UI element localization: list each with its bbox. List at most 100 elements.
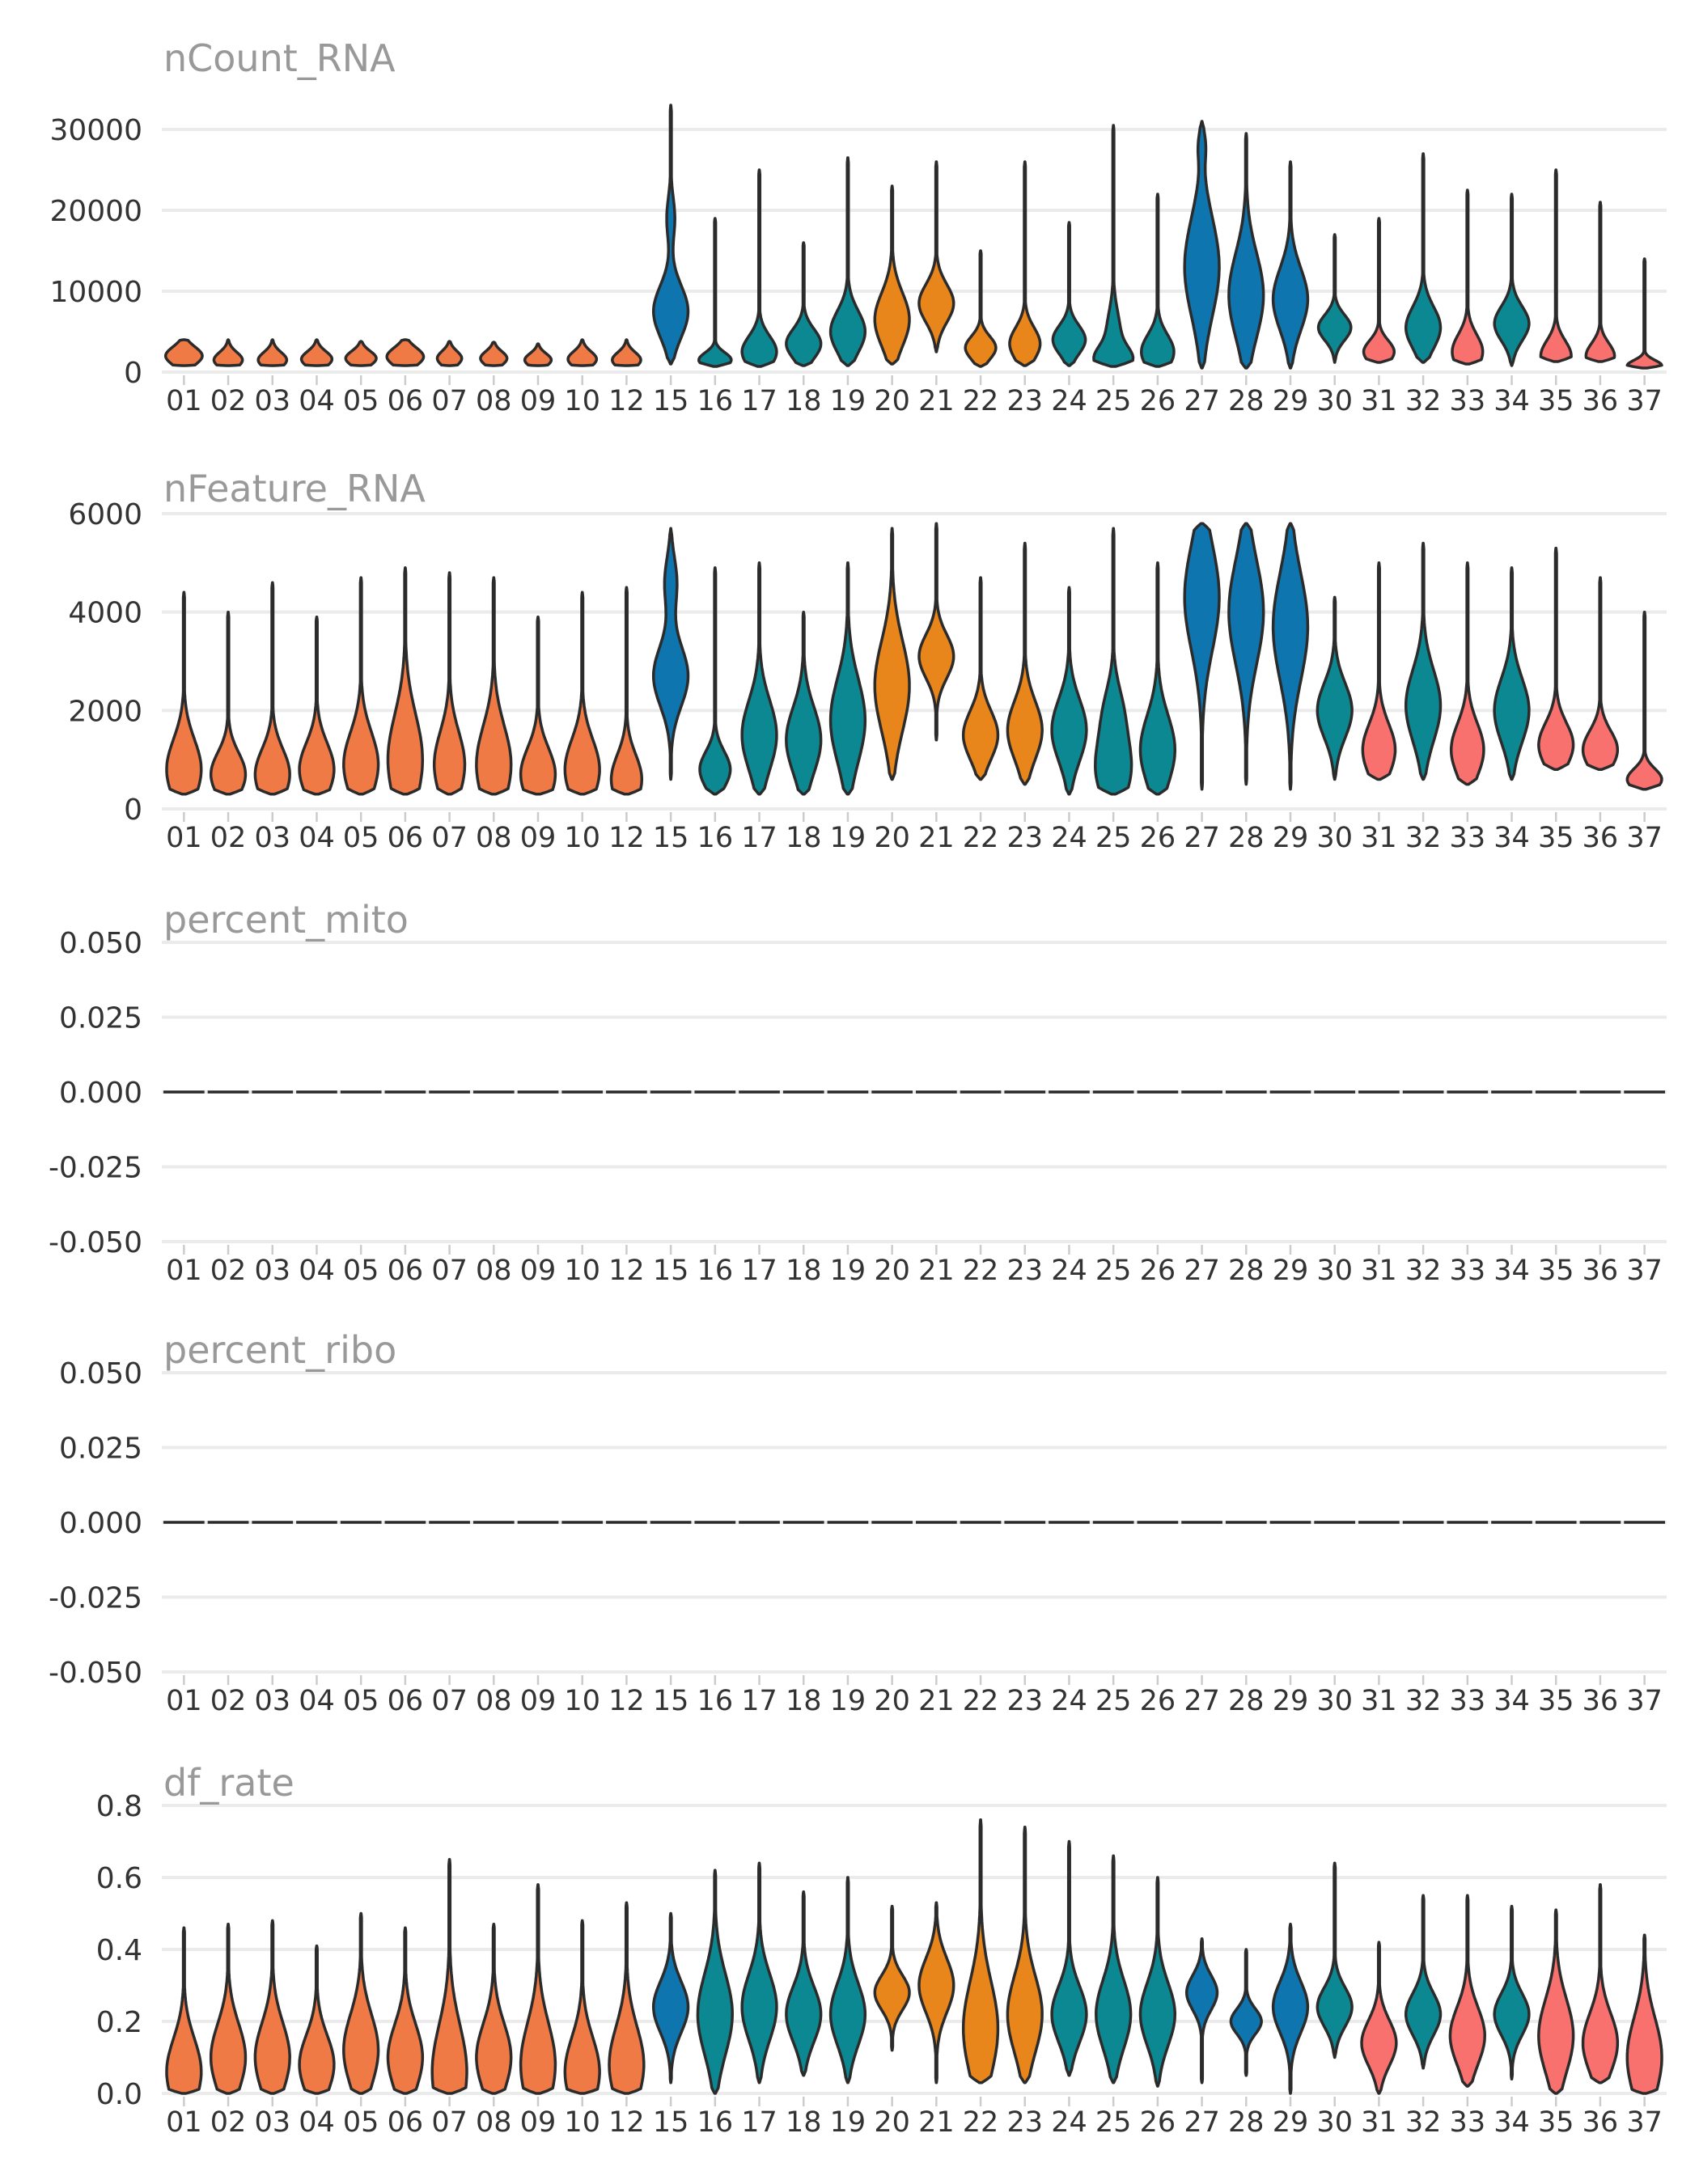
x-tick-label: 03 xyxy=(254,1255,290,1287)
violin-12 xyxy=(611,338,642,367)
x-tick-label: 29 xyxy=(1273,2106,1309,2139)
violin-23 xyxy=(1006,541,1044,786)
x-tick-label: 22 xyxy=(963,1255,999,1287)
x-tick-label: 05 xyxy=(343,2106,379,2139)
x-tick-label: 04 xyxy=(299,385,335,417)
x-tick-label: 28 xyxy=(1228,2106,1265,2139)
violin-24 xyxy=(1050,1839,1088,2077)
violin-27 xyxy=(1183,120,1221,370)
x-tick-label: 34 xyxy=(1494,1255,1530,1287)
y-tick-label: 0.0 xyxy=(96,2078,142,2111)
x-tick-label: 25 xyxy=(1095,2106,1132,2139)
x-tick-label: 22 xyxy=(963,2106,999,2139)
x-tick-label: 12 xyxy=(608,1685,645,1717)
x-tick-label: 32 xyxy=(1405,822,1442,854)
violin-06 xyxy=(385,338,426,367)
x-tick-label: 01 xyxy=(166,1685,202,1717)
x-tick-label: 36 xyxy=(1582,822,1619,854)
violin-16 xyxy=(698,566,732,796)
violin-06 xyxy=(386,566,425,796)
panel-title: percent_mito xyxy=(163,898,409,942)
x-tick-label: 12 xyxy=(608,822,645,854)
x-tick-label: 17 xyxy=(741,2106,777,2139)
violin-30 xyxy=(1316,595,1354,781)
x-tick-label: 10 xyxy=(564,1255,600,1287)
x-tick-label: 37 xyxy=(1626,1685,1663,1717)
x-tick-label: 05 xyxy=(343,1255,379,1287)
x-tick-label: 32 xyxy=(1405,1255,1442,1287)
violin-02 xyxy=(209,610,248,796)
panel-percent_ribo: -0.050 -0.025 0.000 0.025 0.050 percent_ribo 0… xyxy=(49,1328,1667,1717)
violin-29 xyxy=(1271,160,1310,370)
x-tick-label: 20 xyxy=(874,822,910,854)
x-tick-label: 07 xyxy=(431,1685,468,1717)
x-tick-label: 21 xyxy=(918,385,955,417)
violin-28 xyxy=(1227,132,1265,370)
panel-title: df_rate xyxy=(163,1761,294,1805)
violin-05 xyxy=(342,1911,380,2095)
x-tick-label: 30 xyxy=(1316,1685,1353,1717)
y-tick-label: 6000 xyxy=(68,498,142,531)
x-tick-label: 37 xyxy=(1626,385,1663,417)
violin-21 xyxy=(917,522,955,742)
x-tick-label: 31 xyxy=(1361,1255,1397,1287)
violin-16 xyxy=(696,1869,734,2095)
y-tick-label: 2000 xyxy=(68,695,142,728)
violin-16 xyxy=(697,217,733,368)
x-tick-label: 03 xyxy=(254,2106,290,2139)
violin-04 xyxy=(299,338,334,367)
x-tick-label: 31 xyxy=(1361,385,1397,417)
x-tick-label: 05 xyxy=(343,1685,379,1717)
x-tick-label: 37 xyxy=(1626,822,1663,854)
violin-15 xyxy=(651,1911,690,2085)
x-tick-label: 19 xyxy=(830,385,866,417)
x-tick-label: 27 xyxy=(1184,822,1220,854)
x-tick-label: 02 xyxy=(210,1685,247,1717)
x-tick-label: 31 xyxy=(1361,822,1397,854)
violin-07 xyxy=(430,1858,468,2095)
violin-12 xyxy=(608,1901,646,2095)
x-tick-label: 08 xyxy=(476,2106,512,2139)
x-tick-label: 20 xyxy=(874,2106,910,2139)
x-tick-label: 33 xyxy=(1450,822,1486,854)
violin-10 xyxy=(563,590,601,796)
x-tick-label: 23 xyxy=(1006,2106,1043,2139)
x-tick-label: 32 xyxy=(1405,385,1442,417)
y-tick-label: 0.025 xyxy=(59,1433,142,1466)
x-tick-label: 29 xyxy=(1273,1255,1309,1287)
x-tick-label: 23 xyxy=(1006,822,1043,854)
x-tick-label: 19 xyxy=(830,822,866,854)
y-tick-label: 0.4 xyxy=(96,1934,142,1967)
violin-31 xyxy=(1362,217,1396,364)
x-tick-label: 15 xyxy=(653,1255,689,1287)
x-tick-label: 30 xyxy=(1316,385,1353,417)
violin-25 xyxy=(1094,527,1133,796)
violin-30 xyxy=(1316,233,1353,364)
x-tick-label: 01 xyxy=(166,1255,202,1287)
violin-29 xyxy=(1271,1923,1310,2095)
x-tick-label: 25 xyxy=(1095,385,1132,417)
y-tick-label: 0.050 xyxy=(59,1357,142,1390)
y-tick-label: 0.025 xyxy=(59,1002,142,1035)
x-tick-label: 09 xyxy=(520,822,557,854)
x-tick-label: 03 xyxy=(254,1685,290,1717)
x-tick-label: 36 xyxy=(1582,1685,1619,1717)
x-tick-label: 16 xyxy=(697,1255,734,1287)
violin-03 xyxy=(253,1919,291,2095)
violin-08 xyxy=(475,576,513,796)
violin-28 xyxy=(1229,1948,1263,2077)
x-tick-label: 26 xyxy=(1140,822,1176,854)
violin-32 xyxy=(1404,1894,1443,2070)
y-tick-label: 0.000 xyxy=(59,1507,142,1540)
x-tick-label: 28 xyxy=(1228,822,1265,854)
x-tick-label: 09 xyxy=(520,2106,557,2139)
x-tick-label: 18 xyxy=(786,2106,822,2139)
x-tick-label: 17 xyxy=(741,385,777,417)
x-tick-label: 19 xyxy=(830,1255,866,1287)
violin-17 xyxy=(740,168,778,368)
violin-15 xyxy=(651,104,690,366)
violin-08 xyxy=(479,341,509,367)
violin-05 xyxy=(344,340,378,367)
x-tick-label: 21 xyxy=(918,1255,955,1287)
